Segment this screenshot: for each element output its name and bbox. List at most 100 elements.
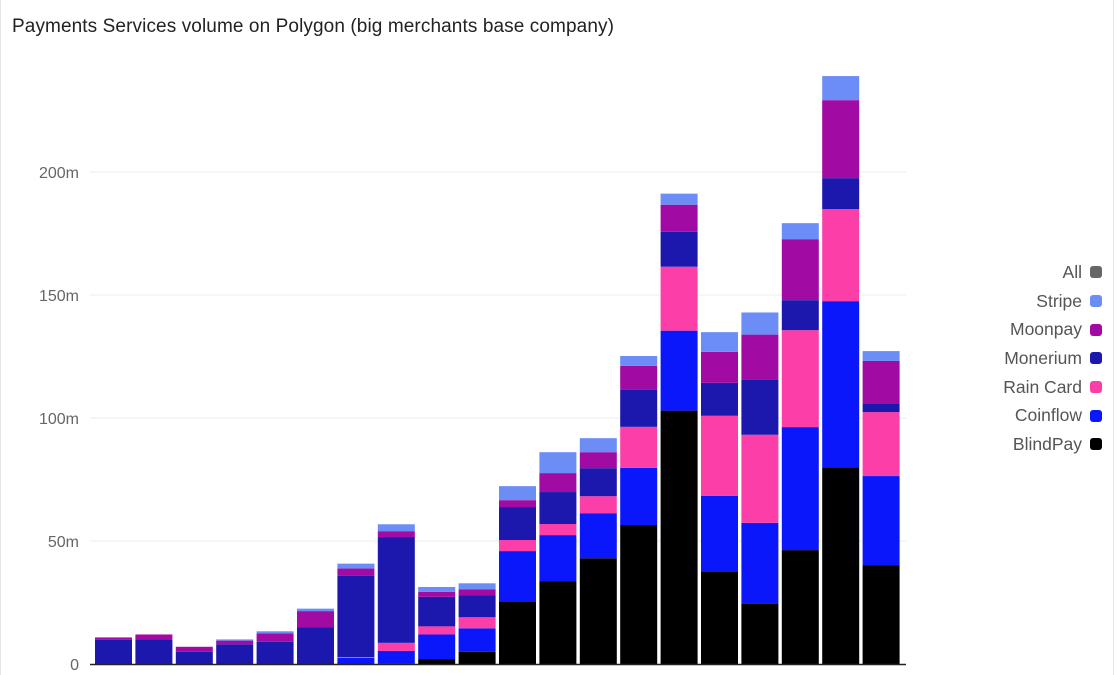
bar-segment-monerium[interactable] — [418, 596, 456, 627]
bar-segment-moonpay[interactable] — [499, 500, 536, 508]
bar-segment-monerium[interactable] — [256, 641, 294, 664]
legend-item-moonpay[interactable]: Moonpay — [902, 315, 1102, 344]
bar-segment-stripe[interactable] — [499, 486, 536, 501]
bar-segment-rain-card[interactable] — [418, 626, 456, 635]
bar-segment-monerium[interactable] — [377, 537, 415, 643]
bar-segment-rain-card[interactable] — [822, 209, 860, 302]
bar-segment-coinflow[interactable] — [418, 634, 456, 660]
bar-segment-blindpay[interactable] — [741, 603, 779, 664]
bar-segment-rain-card[interactable] — [741, 434, 779, 523]
bar-segment-blindpay[interactable] — [458, 651, 496, 664]
bar-stack[interactable] — [95, 637, 132, 664]
bar-segment-monerium[interactable] — [781, 300, 819, 331]
bar-segment-blindpay[interactable] — [660, 410, 698, 664]
bar-segment-rain-card[interactable] — [620, 426, 658, 468]
bar-segment-blindpay[interactable] — [539, 581, 577, 664]
bar-segment-monerium[interactable] — [579, 468, 617, 497]
bar-stack[interactable] — [256, 631, 294, 664]
bar-segment-rain-card[interactable] — [660, 266, 698, 331]
bar-segment-moonpay[interactable] — [256, 633, 294, 642]
bar-segment-monerium[interactable] — [95, 639, 132, 664]
legend-item-blindpay[interactable]: BlindPay — [902, 430, 1102, 459]
bar-stack[interactable] — [458, 583, 496, 664]
bar-stack[interactable] — [620, 356, 658, 664]
bar-segment-monerium[interactable] — [175, 651, 213, 664]
bar-segment-blindpay[interactable] — [701, 571, 738, 664]
bar-segment-monerium[interactable] — [741, 379, 779, 435]
bar-segment-moonpay[interactable] — [297, 611, 334, 628]
bar-segment-stripe[interactable] — [458, 583, 496, 590]
bar-segment-blindpay[interactable] — [418, 659, 456, 664]
legend-item-stripe[interactable]: Stripe — [902, 287, 1102, 316]
bar-stack[interactable] — [175, 646, 213, 664]
bar-segment-monerium[interactable] — [701, 382, 738, 416]
bar-segment-moonpay[interactable] — [337, 568, 375, 576]
bar-segment-coinflow[interactable] — [337, 657, 375, 664]
bar-segment-rain-card[interactable] — [701, 415, 738, 496]
bar-segment-moonpay[interactable] — [822, 100, 860, 179]
bar-segment-stripe[interactable] — [620, 356, 658, 366]
bar-segment-monerium[interactable] — [822, 178, 860, 210]
bar-segment-monerium[interactable] — [337, 575, 375, 658]
bar-segment-stripe[interactable] — [822, 76, 860, 101]
bar-segment-coinflow[interactable] — [741, 522, 779, 604]
bar-segment-coinflow[interactable] — [781, 427, 819, 551]
bar-stack[interactable] — [337, 563, 375, 664]
legend-item-coinflow[interactable]: Coinflow — [902, 401, 1102, 430]
bar-segment-moonpay[interactable] — [377, 531, 415, 538]
bar-stack[interactable] — [822, 76, 860, 664]
legend-item-all[interactable]: All — [902, 258, 1102, 287]
bar-segment-monerium[interactable] — [297, 627, 334, 664]
bar-segment-moonpay[interactable] — [701, 351, 738, 383]
bar-segment-moonpay[interactable] — [95, 637, 132, 640]
bar-stack[interactable] — [135, 634, 173, 664]
bar-segment-rain-card[interactable] — [499, 540, 536, 552]
bar-segment-coinflow[interactable] — [579, 513, 617, 559]
bar-segment-monerium[interactable] — [135, 639, 173, 664]
bar-segment-monerium[interactable] — [499, 507, 536, 541]
bar-segment-coinflow[interactable] — [822, 301, 860, 468]
bar-segment-moonpay[interactable] — [539, 473, 577, 493]
legend-item-monerium[interactable]: Monerium — [902, 344, 1102, 373]
bar-segment-stripe[interactable] — [741, 312, 779, 335]
bar-segment-stripe[interactable] — [862, 351, 900, 361]
bar-segment-rain-card[interactable] — [579, 496, 617, 514]
bar-segment-monerium[interactable] — [539, 492, 577, 525]
bar-segment-monerium[interactable] — [620, 389, 658, 427]
bar-segment-rain-card[interactable] — [781, 330, 819, 428]
bar-segment-monerium[interactable] — [216, 644, 254, 664]
bar-segment-stripe[interactable] — [216, 639, 254, 641]
bar-segment-blindpay[interactable] — [781, 550, 819, 664]
bar-segment-monerium[interactable] — [862, 403, 900, 413]
bar-segment-coinflow[interactable] — [660, 330, 698, 411]
bar-segment-moonpay[interactable] — [175, 646, 213, 652]
bar-segment-stripe[interactable] — [337, 563, 375, 569]
bar-segment-moonpay[interactable] — [135, 634, 173, 640]
bar-stack[interactable] — [741, 312, 779, 664]
bar-segment-moonpay[interactable] — [620, 365, 658, 390]
bar-segment-coinflow[interactable] — [620, 467, 658, 526]
bar-segment-stripe[interactable] — [256, 631, 294, 634]
bar-segment-moonpay[interactable] — [862, 360, 900, 404]
bar-segment-rain-card[interactable] — [458, 617, 496, 629]
bar-segment-moonpay[interactable] — [660, 204, 698, 232]
bar-segment-stripe[interactable] — [781, 223, 819, 240]
bar-segment-monerium[interactable] — [660, 231, 698, 267]
bar-stack[interactable] — [297, 608, 334, 664]
bar-segment-blindpay[interactable] — [579, 558, 617, 664]
bar-segment-coinflow[interactable] — [377, 650, 415, 664]
bar-segment-moonpay[interactable] — [741, 334, 779, 380]
bar-segment-moonpay[interactable] — [458, 589, 496, 596]
bar-segment-stripe[interactable] — [297, 608, 334, 612]
bar-segment-stripe[interactable] — [377, 524, 415, 532]
bar-stack[interactable] — [418, 587, 456, 664]
bar-segment-stripe[interactable] — [418, 587, 456, 592]
bar-stack[interactable] — [539, 452, 577, 664]
bar-segment-blindpay[interactable] — [377, 663, 415, 664]
bar-segment-coinflow[interactable] — [862, 476, 900, 566]
bar-stack[interactable] — [499, 486, 536, 664]
bar-segment-rain-card[interactable] — [862, 412, 900, 477]
bar-segment-blindpay[interactable] — [499, 602, 536, 664]
bar-segment-stripe[interactable] — [660, 193, 698, 205]
bar-segment-coinflow[interactable] — [539, 535, 577, 582]
